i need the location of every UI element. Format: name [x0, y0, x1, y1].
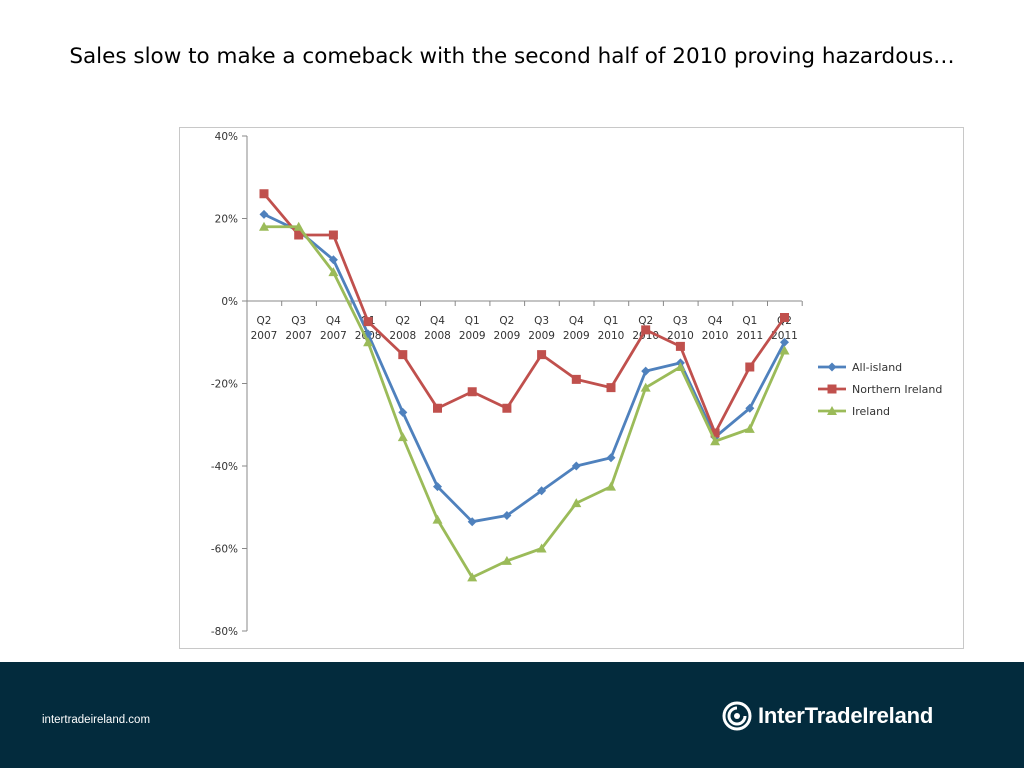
- data-point-ireland: [710, 436, 721, 446]
- x-tick-label-quarter: Q3: [673, 315, 688, 327]
- x-tick-label-year: 2009: [528, 330, 555, 342]
- legend-marker-northern-ireland: [827, 384, 837, 394]
- y-tick-label: 0%: [221, 296, 238, 308]
- series-line-all-island: [263, 213, 786, 524]
- data-point-ireland: [606, 481, 616, 491]
- data-point-northern-ireland: [641, 325, 651, 335]
- data-point-ireland: [363, 337, 374, 347]
- data-point-northern-ireland: [710, 428, 720, 438]
- x-tick-label-year: 2008: [389, 330, 416, 342]
- x-tick-label-year: 2010: [598, 330, 625, 342]
- x-tick-label-quarter: Q4: [326, 315, 341, 327]
- data-point-ireland: [571, 498, 582, 508]
- data-point-northern-ireland: [502, 403, 512, 413]
- data-point-ireland: [467, 572, 478, 582]
- x-tick-label-year: 2011: [771, 330, 798, 342]
- x-tick-label-quarter: Q3: [291, 315, 306, 327]
- data-point-ireland: [397, 432, 408, 442]
- x-tick-label-year: 2009: [459, 330, 486, 342]
- y-tick-label: -80%: [211, 626, 238, 638]
- legend-marker-all-island: [827, 362, 837, 372]
- data-point-northern-ireland: [328, 230, 338, 240]
- intertradeireland-logo-icon: [722, 701, 752, 731]
- x-tick-label-year: 2010: [702, 330, 729, 342]
- x-tick-label-year: 2011: [736, 330, 763, 342]
- y-tick-label: -20%: [211, 379, 238, 391]
- brand-logo: InterTradeIreland: [722, 700, 933, 732]
- data-point-all-island: [606, 453, 616, 463]
- x-tick-label-quarter: Q2: [257, 315, 272, 327]
- x-tick-label-year: 2009: [563, 330, 590, 342]
- data-point-all-island: [502, 511, 512, 520]
- data-point-all-island: [259, 209, 269, 219]
- data-point-northern-ireland: [571, 374, 581, 384]
- data-point-ireland: [293, 221, 304, 231]
- data-point-northern-ireland: [433, 403, 442, 413]
- data-point-ireland: [432, 514, 443, 524]
- data-point-ireland: [779, 345, 790, 355]
- brand-name: InterTradeIreland: [758, 703, 934, 728]
- data-point-all-island: [641, 366, 651, 376]
- data-point-all-island: [780, 337, 789, 347]
- x-tick-label-year: 2008: [424, 330, 451, 342]
- data-point-ireland: [328, 267, 339, 277]
- data-point-all-island: [537, 486, 547, 496]
- data-point-all-island: [467, 517, 477, 527]
- data-point-ireland: [536, 543, 547, 553]
- x-tick-label-year: 2010: [667, 330, 694, 342]
- x-tick-label-quarter: Q4: [430, 315, 445, 327]
- legend-marker-ireland: [827, 406, 837, 415]
- data-point-northern-ireland: [467, 387, 477, 397]
- data-point-ireland: [640, 382, 651, 392]
- y-tick-label: 20%: [215, 214, 238, 226]
- data-point-northern-ireland: [398, 350, 408, 360]
- data-point-ireland: [675, 362, 686, 371]
- x-tick-label-quarter: Q2: [395, 315, 410, 327]
- x-tick-label-quarter: Q1: [604, 315, 619, 327]
- data-point-northern-ireland: [675, 341, 685, 351]
- x-tick-label-quarter: Q2: [499, 315, 514, 327]
- legend-label-northern-ireland: Northern Ireland: [852, 383, 942, 396]
- data-point-all-island: [745, 403, 755, 413]
- series-line-ireland: [264, 225, 786, 579]
- legend-label-all-island: All-island: [852, 361, 902, 374]
- x-tick-label-year: 2009: [494, 330, 521, 342]
- y-tick-label: -40%: [211, 461, 238, 473]
- data-point-all-island: [571, 461, 581, 471]
- data-point-northern-ireland: [363, 317, 373, 327]
- data-point-ireland: [501, 555, 512, 565]
- y-tick-label: 40%: [215, 131, 238, 143]
- x-tick-label-year: 2007: [320, 330, 347, 342]
- data-point-northern-ireland: [294, 230, 304, 240]
- data-point-northern-ireland: [259, 189, 269, 199]
- data-point-northern-ireland: [606, 383, 616, 393]
- x-tick-label-quarter: Q4: [569, 315, 584, 327]
- data-point-all-island: [398, 407, 408, 417]
- x-tick-label-quarter: Q2: [638, 315, 653, 327]
- footer-bar: intertradeireland.com InterTradeIreland: [0, 662, 1024, 768]
- data-point-northern-ireland: [537, 350, 547, 360]
- footer-url-link[interactable]: intertradeireland.com: [42, 714, 151, 726]
- line-chart: 40% 20% 0% -20% -40% -60% -80% Q2 2007 Q3 2007 Q4 20…: [211, 131, 943, 638]
- series-line-northern-ireland: [262, 192, 786, 435]
- legend-label-ireland: Ireland: [852, 405, 890, 418]
- data-point-all-island: [328, 255, 338, 265]
- x-tick-label-year: 2007: [285, 330, 312, 342]
- data-point-ireland: [259, 221, 269, 231]
- x-tick-label-year: 2007: [251, 330, 278, 342]
- x-tick-label-quarter: Q3: [534, 315, 549, 327]
- chart-area: 40% 20% 0% -20% -40% -60% -80% Q2 2007 Q3 2007 Q4 20…: [179, 127, 964, 649]
- data-point-ireland: [744, 423, 755, 433]
- data-point-northern-ireland: [745, 362, 755, 372]
- data-point-northern-ireland: [780, 313, 789, 322]
- x-tick-label-quarter: Q4: [708, 315, 723, 327]
- y-tick-label: -60%: [211, 544, 238, 556]
- slide-title: Sales slow to make a comeback with the s…: [69, 44, 955, 69]
- x-tick-label-quarter: Q1: [465, 315, 480, 327]
- data-point-all-island: [433, 482, 442, 492]
- x-tick-label-quarter: Q1: [742, 315, 757, 327]
